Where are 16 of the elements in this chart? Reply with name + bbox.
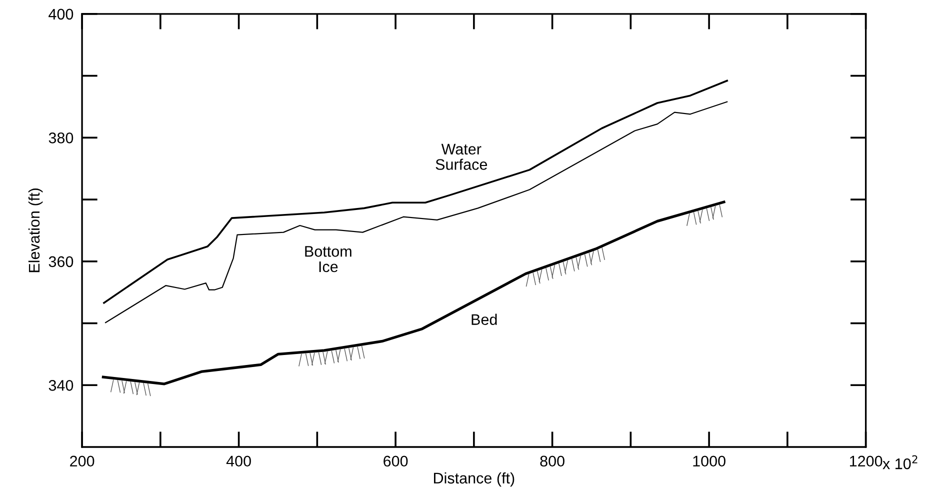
x-tick-label: 400 bbox=[226, 456, 251, 467]
text: x 10$^{2}$ bbox=[882, 455, 918, 470]
series-label: Water Surface bbox=[436, 144, 488, 170]
y-tick-label: 340 bbox=[48, 380, 74, 391]
x-tick-label: 800 bbox=[540, 456, 564, 467]
x-axis-title: Distance (ft) bbox=[434, 472, 514, 487]
series-label: Bed bbox=[472, 314, 497, 325]
y-axis-title: Elevation (ft) bbox=[28, 188, 43, 272]
x-tick-label: 1200 bbox=[850, 456, 882, 467]
y-tick-label: 360 bbox=[48, 256, 74, 268]
y-tick-label: 400 bbox=[48, 8, 74, 20]
y-tick-label: 380 bbox=[48, 132, 74, 144]
x-tick-label: 600 bbox=[384, 456, 408, 467]
x-tick-label: 1000 bbox=[693, 456, 726, 467]
x-tick-label: 200 bbox=[70, 456, 94, 467]
series-label: Bottom Ice bbox=[305, 246, 352, 272]
